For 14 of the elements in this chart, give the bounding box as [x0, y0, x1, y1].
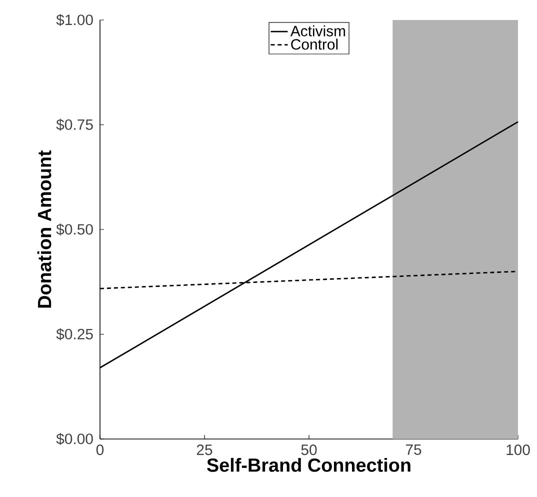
x-tick-label: 75 — [406, 444, 422, 455]
legend-label: Activism — [290, 25, 346, 36]
x-tick-label: 50 — [301, 444, 317, 456]
x-tick-label: 0 — [96, 444, 104, 456]
x-tick-label: 25 — [196, 444, 212, 456]
y-tick-label: $0.00 — [56, 432, 93, 446]
y-axis-title: Donation Amount — [37, 150, 52, 308]
y-tick-label: $1.00 — [56, 14, 93, 26]
x-axis-title: Self-Brand Connection — [207, 458, 410, 472]
y-tick-label: $0.25 — [56, 328, 93, 340]
y-tick-label: $0.75 — [56, 118, 93, 131]
x-tick-label: 100 — [506, 444, 530, 456]
y-tick-label: $0.50 — [56, 223, 93, 236]
legend-label: Control — [291, 38, 338, 50]
